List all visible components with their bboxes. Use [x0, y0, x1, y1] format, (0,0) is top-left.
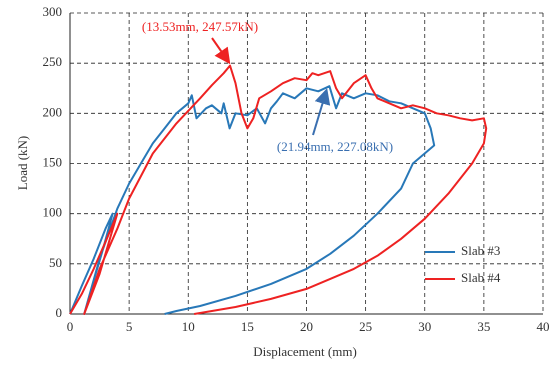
x-tick-label: 10: [182, 319, 195, 334]
x-tick-label: 15: [241, 319, 254, 334]
annotation: (21.94mm, 227.08kN): [277, 139, 393, 154]
legend-label: Slab #3: [461, 243, 500, 258]
y-tick-label: 250: [43, 54, 63, 69]
x-tick-label: 30: [418, 319, 431, 334]
y-tick-label: 150: [43, 154, 63, 169]
series-line: [69, 64, 488, 315]
annotation-arrow: [211, 37, 231, 65]
x-tick-label: 0: [67, 319, 74, 334]
legend-label: Slab #4: [461, 270, 501, 285]
y-axis-label: Load (kN): [15, 136, 30, 191]
y-tick-label: 200: [43, 104, 63, 119]
x-tick-label: 35: [477, 319, 490, 334]
y-tick-label: 0: [56, 305, 63, 320]
y-tick-label: 300: [43, 4, 63, 19]
x-tick-label: 5: [126, 319, 133, 334]
x-tick-label: 25: [359, 319, 372, 334]
x-axis-label: Displacement (mm): [253, 344, 357, 359]
annotation: (13.53mm, 247.57kN): [142, 19, 258, 34]
y-tick-label: 50: [49, 255, 62, 270]
series-line: [69, 85, 436, 315]
x-tick-label: 20: [300, 319, 313, 334]
x-tick-label: 40: [537, 319, 549, 334]
annotation-arrow: [312, 88, 331, 136]
y-tick-label: 100: [43, 205, 63, 220]
